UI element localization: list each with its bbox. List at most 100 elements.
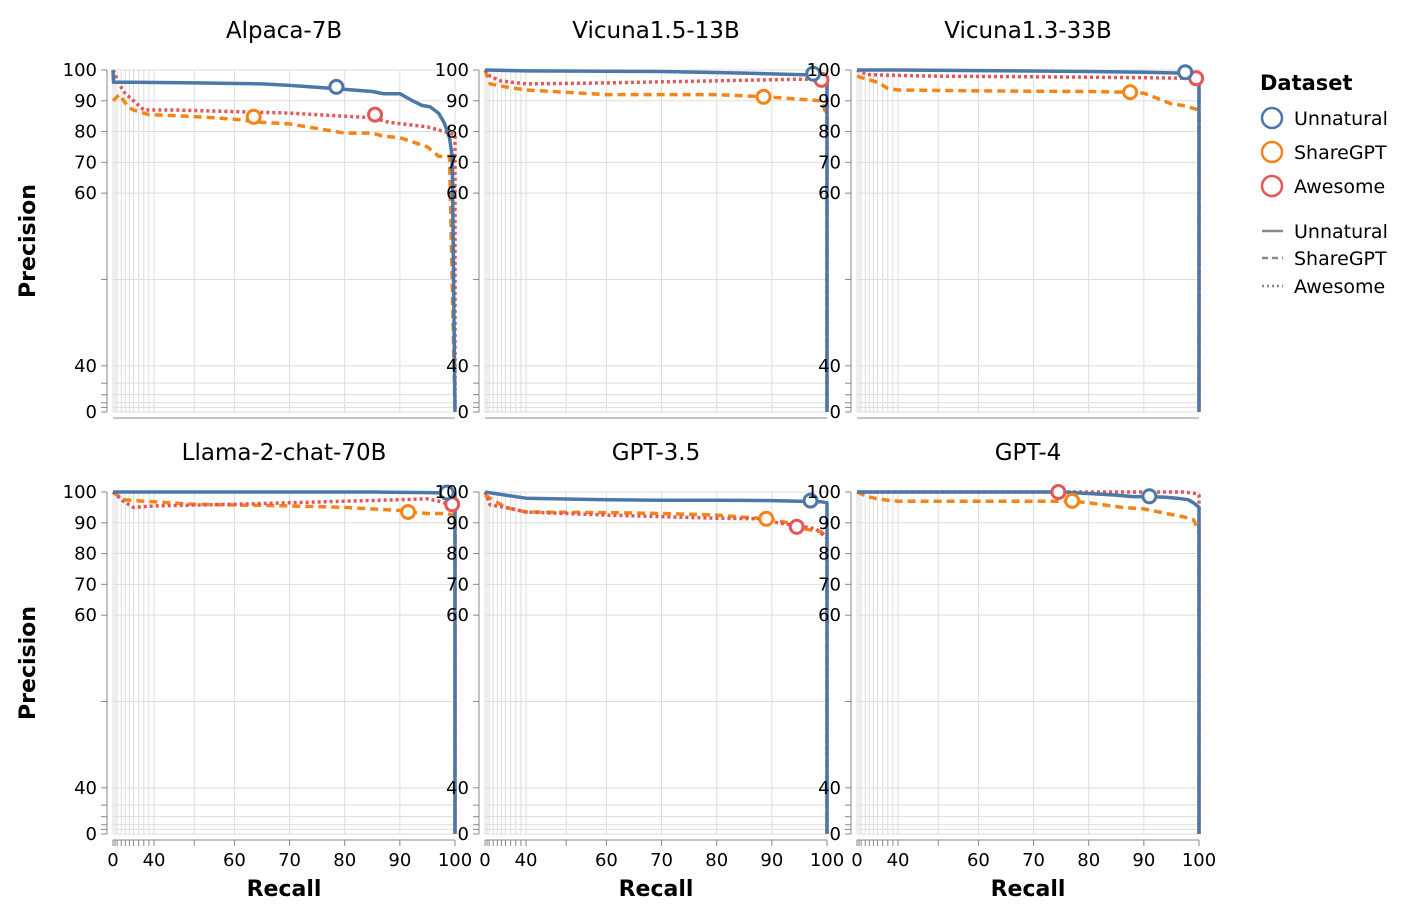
y-tick-label: 40	[818, 356, 841, 377]
series-line-awesome	[483, 491, 829, 834]
y-tick-label: 0	[86, 402, 97, 423]
x-tick-label: 70	[278, 850, 301, 871]
marker-sharegpt	[1122, 84, 1139, 101]
y-tick-label: 90	[446, 513, 469, 534]
gridlines	[856, 69, 1200, 413]
y-tick-label: 60	[74, 605, 97, 626]
y-tick-label: 100	[63, 60, 97, 81]
panel-vicuna1-3-33b: Vicuna1.3-33B 0 40 60 70 80 90 100	[807, 18, 1205, 423]
x-axis-title: Recall	[247, 877, 322, 902]
y-tick-label: 90	[446, 91, 469, 112]
x-tick-label: 100	[438, 850, 472, 871]
series-line-sharegpt	[856, 490, 1201, 834]
x-tick-label: 90	[760, 850, 783, 871]
x-axis-title: Recall	[619, 877, 694, 902]
x-tick-label: 80	[333, 850, 356, 871]
legend-color-awesome: Awesome	[1260, 174, 1385, 198]
series-line-awesome	[856, 68, 1201, 412]
y-tick-label: 0	[830, 824, 841, 845]
legend-dash-awesome: Awesome	[1262, 276, 1385, 298]
x-tick-label: 100	[810, 850, 844, 871]
y-tick-label: 90	[74, 91, 97, 112]
series-line-sharegpt	[111, 490, 457, 834]
y-tick-label: 100	[435, 482, 469, 503]
legend-circle-unnatural	[1260, 106, 1284, 130]
y-tick-label: 0	[830, 402, 841, 423]
panel-title-vicuna1-5-13b: Vicuna1.5-13B	[572, 18, 739, 44]
panel-alpaca-7b: Alpaca-7B 0 40 60 70 80 90 100 Precision	[16, 18, 457, 423]
y-tick-label: 70	[818, 152, 841, 173]
y-tick-label: 70	[818, 574, 841, 595]
marker-awesome	[1050, 484, 1067, 500]
y-tick-label: 40	[446, 356, 469, 377]
marker-unnatural	[328, 78, 345, 95]
y-tick-label: 100	[63, 482, 97, 503]
panel-gpt-4: GPT-4 0 40 60 70 80 90 100 0 40 60 70 80 90 100 Recall	[807, 440, 1217, 902]
legend-dash-unnatural: Unnatural	[1262, 221, 1388, 243]
y-tick-label: 100	[435, 60, 469, 81]
y-tick-label: 80	[818, 544, 841, 565]
series-line-awesome	[857, 490, 1201, 834]
series-line-awesome	[111, 69, 457, 412]
x-axis-title: Recall	[991, 877, 1066, 902]
y-tick-label: 60	[446, 605, 469, 626]
y-tick-label: 90	[818, 513, 841, 534]
marker-awesome	[367, 106, 383, 123]
panel-title-gpt-3-5: GPT-3.5	[612, 440, 701, 466]
series-line-unnatural	[857, 68, 1201, 412]
marker-unnatural	[805, 65, 822, 82]
legend: Dataset Unnatural ShareGPT Awesome Unnat…	[1260, 71, 1388, 298]
x-tick-label: 40	[143, 850, 166, 871]
series-line-sharegpt	[856, 74, 1201, 412]
legend-dash-label-sharegpt: ShareGPT	[1294, 248, 1387, 270]
gridlines	[484, 69, 828, 413]
panel-llama-2-chat-70b: Llama-2-chat-70B 0 40 60 70 80 90 100 Precision 0…	[16, 440, 472, 902]
y-tick-label: 40	[446, 778, 469, 799]
x-tick-label: 60	[223, 850, 246, 871]
panel-title-vicuna1-3-33b: Vicuna1.3-33B	[944, 18, 1111, 44]
y-tick-label: 80	[74, 544, 97, 565]
legend-color-unnatural: Unnatural	[1260, 106, 1388, 130]
y-tick-label: 100	[807, 60, 841, 81]
panel-gpt-3-5: GPT-3.5 0 40 60 70 80 90 100 0 40 60 70 80 90 100 Recal…	[435, 440, 845, 902]
series-line-awesome	[111, 490, 457, 834]
series-line-unnatural	[484, 68, 829, 412]
legend-title: Dataset	[1260, 71, 1353, 95]
x-tick-label: 80	[1077, 850, 1100, 871]
x-tick-label: 100	[1182, 850, 1216, 871]
x-tick-label: 90	[1132, 850, 1155, 871]
y-tick-label: 70	[74, 152, 97, 173]
y-tick-label: 70	[446, 152, 469, 173]
series-line-unnatural	[113, 490, 457, 834]
marker-sharegpt	[758, 510, 775, 527]
y-tick-label: 60	[818, 605, 841, 626]
x-tick-label: 0	[107, 850, 118, 871]
legend-label-unnatural: Unnatural	[1294, 108, 1388, 130]
y-tick-label: 90	[74, 513, 97, 534]
series-line-sharegpt	[483, 69, 829, 412]
x-tick-label: 60	[967, 850, 990, 871]
marker-unnatural	[1141, 488, 1158, 505]
y-axis-title: Precision	[16, 606, 41, 720]
y-tick-label: 80	[74, 122, 97, 143]
y-axis-title: Precision	[16, 184, 41, 298]
marker-unnatural	[1177, 64, 1194, 81]
panel-vicuna1-5-13b: Vicuna1.5-13B 0 40 60 70 80 90 100	[435, 18, 830, 423]
marker-unnatural	[802, 492, 819, 509]
y-tick-label: 40	[74, 778, 97, 799]
y-tick-label: 60	[446, 183, 469, 204]
x-tick-label: 60	[595, 850, 618, 871]
legend-dash-label-awesome: Awesome	[1294, 276, 1385, 298]
y-tick-label: 100	[807, 482, 841, 503]
series-line-awesome	[483, 68, 829, 412]
marker-awesome	[788, 518, 805, 535]
y-tick-label: 80	[446, 122, 469, 143]
gridlines	[484, 491, 828, 835]
marker-sharegpt	[400, 504, 417, 520]
panel-title-gpt-4: GPT-4	[995, 440, 1062, 466]
y-tick-label: 80	[818, 122, 841, 143]
gridlines	[856, 491, 1200, 835]
x-tick-label: 0	[851, 850, 862, 871]
x-tick-label: 80	[705, 850, 728, 871]
